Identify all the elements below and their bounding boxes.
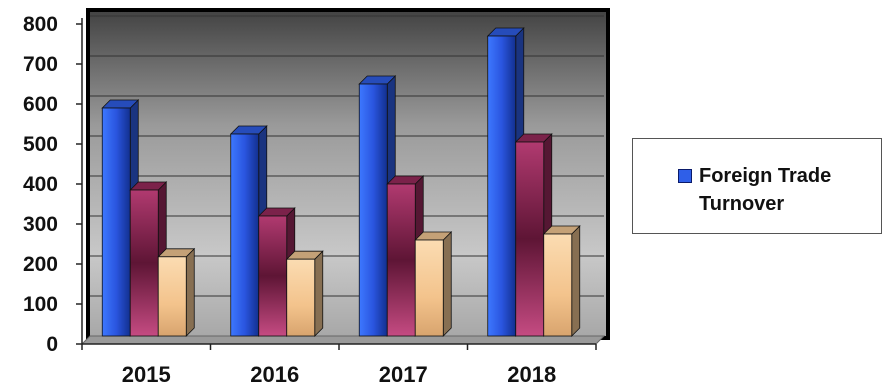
bar-front: [129, 189, 159, 337]
bar: [414, 231, 453, 337]
y-tick-label: 600: [23, 93, 58, 116]
bar-side: [442, 231, 452, 337]
y-tick-label: 800: [23, 13, 58, 36]
bar-front: [101, 107, 131, 337]
chart-floor: [80, 335, 606, 345]
bar-front: [487, 35, 517, 337]
bar-front: [258, 215, 288, 337]
x-axis-ticks: 2015 2016 2017 2018: [81, 344, 597, 387]
bar: [514, 133, 553, 337]
bar-front: [386, 183, 416, 337]
y-tick-label: 200: [23, 253, 58, 276]
bar: [101, 99, 140, 337]
bar-side: [571, 225, 581, 337]
x-tick-label: 2015: [122, 362, 171, 387]
bar: [386, 175, 425, 337]
bar-side: [185, 247, 195, 337]
y-tick-label: 500: [23, 133, 58, 156]
bar-front: [230, 133, 260, 337]
bars: [101, 27, 581, 337]
legend: Foreign Trade Turnover: [632, 138, 882, 234]
bar-front: [358, 83, 388, 337]
bar: [285, 250, 324, 337]
y-tick-label: 0: [46, 333, 58, 356]
bar: [157, 247, 196, 337]
bar-front: [286, 258, 316, 337]
y-tick-label: 100: [23, 293, 58, 316]
y-tick-label: 400: [23, 173, 58, 196]
x-tick-label: 2018: [507, 362, 556, 387]
legend-swatch-blue: [678, 169, 692, 183]
bar-front: [414, 239, 444, 337]
y-axis-ticks: 0 100 200 300 400 500 600 700 800: [23, 13, 82, 356]
bar-front: [515, 141, 545, 337]
bar-side: [314, 250, 324, 337]
x-tick-label: 2016: [250, 362, 299, 387]
bar-front: [543, 233, 573, 337]
x-tick-label: 2017: [379, 362, 428, 387]
y-tick-label: 300: [23, 213, 58, 236]
bar-front: [157, 256, 187, 337]
legend-label: Foreign Trade Turnover: [699, 165, 832, 215]
y-tick-label: 700: [23, 53, 58, 76]
bar: [542, 225, 581, 337]
